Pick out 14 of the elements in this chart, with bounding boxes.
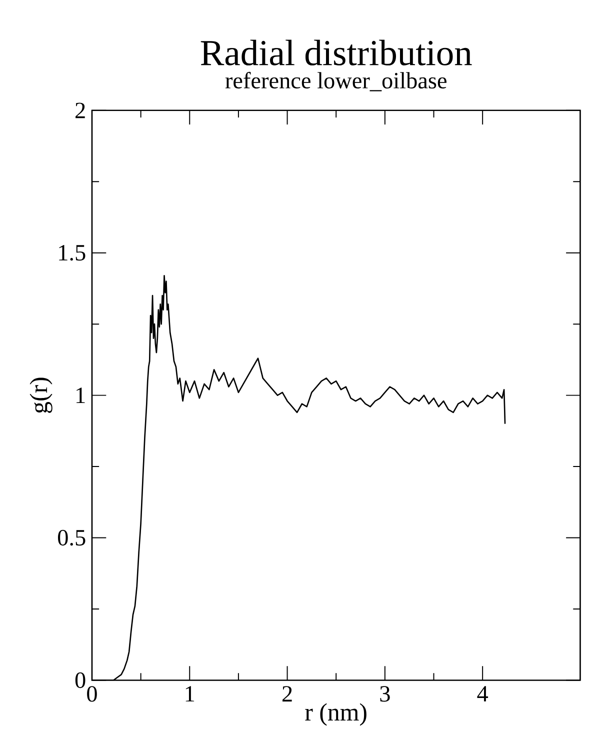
y-tick-label: 1.5 xyxy=(59,245,86,261)
x-tick-label: 2 xyxy=(282,686,292,702)
y-tick-label: 0.5 xyxy=(58,530,86,546)
chart-subtitle: reference lower_oilbase xyxy=(225,72,446,92)
y-tick-label: 0 xyxy=(75,672,86,688)
x-tick-label: 1 xyxy=(186,686,194,702)
x-axis-title: r (nm) xyxy=(305,703,366,726)
y-tick-label: 1 xyxy=(76,388,85,403)
x-tick-label: 3 xyxy=(380,686,390,702)
y-axis-title: g(r) xyxy=(30,378,52,413)
chart-title: Radial distribution xyxy=(200,40,472,66)
y-tick-label: 2 xyxy=(76,102,85,118)
x-tick-label: 4 xyxy=(477,686,488,702)
x-tick-label: 0 xyxy=(87,686,97,702)
